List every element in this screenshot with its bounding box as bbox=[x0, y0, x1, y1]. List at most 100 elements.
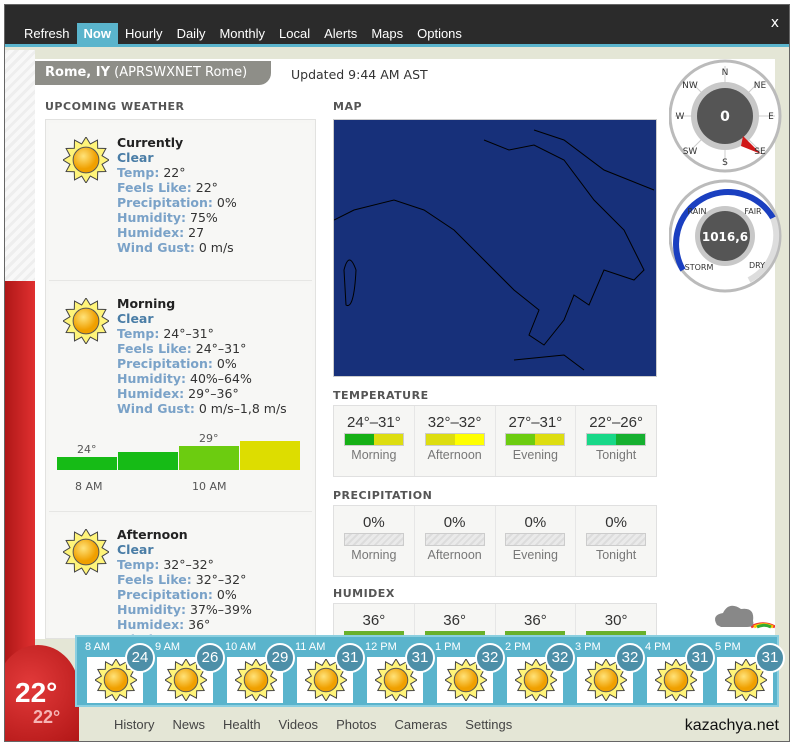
upcoming-list: Currently Clear Temp: 22° Feels Like: 22° Pr… bbox=[45, 119, 316, 639]
precip-row: Precipitation: 0% bbox=[117, 587, 312, 602]
forecast-card: Currently Clear Temp: 22° Feels Like: 22° Pr… bbox=[49, 123, 312, 281]
nav-settings[interactable]: Settings bbox=[465, 717, 513, 732]
label: S bbox=[722, 158, 728, 168]
humidex-heading: HUMIDEX bbox=[333, 587, 395, 600]
humidex-row: Humidex: 27 bbox=[117, 225, 312, 240]
hourly-item[interactable]: 5 PM 31 bbox=[713, 641, 785, 705]
close-button[interactable]: x bbox=[770, 15, 779, 31]
label: 75% bbox=[190, 210, 218, 225]
label: 36° bbox=[188, 617, 211, 632]
card-title: Morning bbox=[117, 296, 176, 311]
sun-icon bbox=[165, 659, 207, 701]
thermometer bbox=[5, 281, 35, 681]
label: Feels Like: bbox=[117, 180, 192, 195]
hourly-item[interactable]: 8 AM 24 bbox=[83, 641, 155, 705]
precipitation-cell: 0% Evening bbox=[496, 506, 577, 576]
tab-hourly[interactable]: Hourly bbox=[124, 26, 163, 41]
sun-icon bbox=[62, 136, 110, 184]
nav-news[interactable]: News bbox=[172, 717, 205, 732]
temp-row: Temp: 32°–32° bbox=[117, 557, 312, 572]
card-condition: Clear bbox=[117, 311, 154, 326]
nav-history[interactable]: History bbox=[114, 717, 155, 732]
label: 5 PM bbox=[715, 641, 741, 653]
hourly-temp-badge: 29 bbox=[265, 643, 295, 673]
hourly-item[interactable]: 2 PM 32 bbox=[503, 641, 575, 705]
nav-videos[interactable]: Videos bbox=[278, 717, 319, 732]
hourly-item[interactable]: 11 AM 31 bbox=[293, 641, 365, 705]
precipitation-cell: 0% Morning bbox=[334, 506, 415, 576]
bar-time: 10 AM bbox=[192, 480, 227, 493]
label: 24°–31° bbox=[347, 414, 401, 431]
hourly-strip: 8 AM 24 9 AM 26 10 AM 29 11 AM 31 12 PM 31 1 PM 32 2… bbox=[75, 635, 785, 707]
nav-cameras[interactable]: Cameras bbox=[394, 717, 448, 732]
hourly-item[interactable]: 9 AM 26 bbox=[153, 641, 225, 705]
tab-alerts[interactable]: Alerts bbox=[324, 26, 358, 41]
wind-speed: 0 bbox=[720, 109, 730, 125]
barometer: 1016,6 RAIN FAIR DRY STORM bbox=[668, 179, 782, 293]
label: 36° bbox=[524, 612, 547, 629]
temperature-bar bbox=[586, 433, 647, 446]
label: Tonight bbox=[595, 448, 637, 462]
radar-cloud-icon[interactable] bbox=[711, 599, 775, 631]
label: Temp: bbox=[117, 557, 160, 572]
label: 0% bbox=[443, 514, 466, 531]
label: 11 AM bbox=[295, 641, 326, 653]
tab-refresh[interactable]: Refresh bbox=[24, 26, 70, 41]
sun-icon bbox=[375, 659, 417, 701]
label: 29°–36° bbox=[188, 386, 239, 401]
station: (APRSWXNET Rome) bbox=[114, 65, 248, 80]
label: 36° bbox=[443, 612, 466, 629]
feels-row: Feels Like: 22° bbox=[117, 180, 312, 195]
label: Precipitation: bbox=[117, 587, 213, 602]
watermark: kazachya.net bbox=[684, 717, 779, 734]
hourly-item[interactable]: 10 AM 29 bbox=[223, 641, 295, 705]
tab-monthly[interactable]: Monthly bbox=[219, 26, 265, 41]
precipitation-bar bbox=[586, 533, 647, 546]
label: NW bbox=[682, 81, 698, 91]
label: 32°–32° bbox=[195, 572, 247, 587]
label: 1 PM bbox=[435, 641, 461, 653]
bar-label: 24° bbox=[77, 442, 97, 456]
temperature-heading: TEMPERATURE bbox=[333, 389, 429, 402]
nav-health[interactable]: Health bbox=[222, 717, 261, 732]
precip-row: Precipitation: 0% bbox=[117, 195, 312, 210]
hourly-item[interactable]: 1 PM 32 bbox=[433, 641, 505, 705]
sun-icon bbox=[235, 659, 277, 701]
temp-row: Temp: 24°–31° bbox=[117, 326, 312, 341]
temperature-grid: 24°–31° Morning 32°–32° Afternoon 27°–31° Eve… bbox=[333, 405, 657, 477]
temperature-bar bbox=[505, 433, 566, 446]
map-outline bbox=[334, 129, 655, 371]
label: SE bbox=[754, 147, 766, 157]
feels-row: Feels Like: 24°–31° bbox=[117, 341, 312, 356]
gauges: 0 N NE E SE S SW W NW 1016,6 RAIN FAIR DRY STORM bbox=[668, 58, 783, 297]
hourly-item[interactable]: 3 PM 32 bbox=[573, 641, 645, 705]
label: Feels Like: bbox=[117, 341, 192, 356]
tab-daily[interactable]: Daily bbox=[176, 26, 206, 41]
sun-icon bbox=[62, 528, 110, 576]
tab-options[interactable]: Options bbox=[417, 26, 462, 41]
label: 0% bbox=[216, 195, 237, 210]
label: Afternoon bbox=[427, 548, 482, 562]
precipitation-cell: 0% Afternoon bbox=[415, 506, 496, 576]
precipitation-heading: PRECIPITATION bbox=[333, 489, 433, 502]
label: 40%–64% bbox=[190, 371, 252, 386]
card-title: Afternoon bbox=[117, 527, 188, 542]
nav-photos[interactable]: Photos bbox=[336, 717, 377, 732]
weather-window: Refresh Now Hourly Daily Monthly Local Alerts M… bbox=[4, 4, 790, 742]
tab-now[interactable]: Now bbox=[76, 23, 118, 46]
tab-local[interactable]: Local bbox=[279, 26, 311, 41]
label: Temp: bbox=[117, 165, 160, 180]
hourly-item[interactable]: 12 PM 31 bbox=[363, 641, 435, 705]
temp-bar bbox=[57, 456, 117, 470]
sun-icon bbox=[515, 659, 557, 701]
label: 22° bbox=[163, 165, 186, 180]
label: Wind Gust: bbox=[117, 401, 195, 416]
temperature-cell: 27°–31° Evening bbox=[496, 406, 577, 476]
forecast-card: Afternoon Clear Temp: 32°–32° Feels Like: 3… bbox=[49, 515, 312, 638]
hourly-item[interactable]: 4 PM 31 bbox=[643, 641, 715, 705]
main-panel: Rome, IY (APRSWXNET Rome) Updated 9:44 A… bbox=[35, 59, 775, 643]
weather-map[interactable] bbox=[333, 119, 657, 377]
label: Temp: bbox=[117, 326, 160, 341]
label: 22° bbox=[195, 180, 218, 195]
tab-maps[interactable]: Maps bbox=[371, 26, 404, 41]
